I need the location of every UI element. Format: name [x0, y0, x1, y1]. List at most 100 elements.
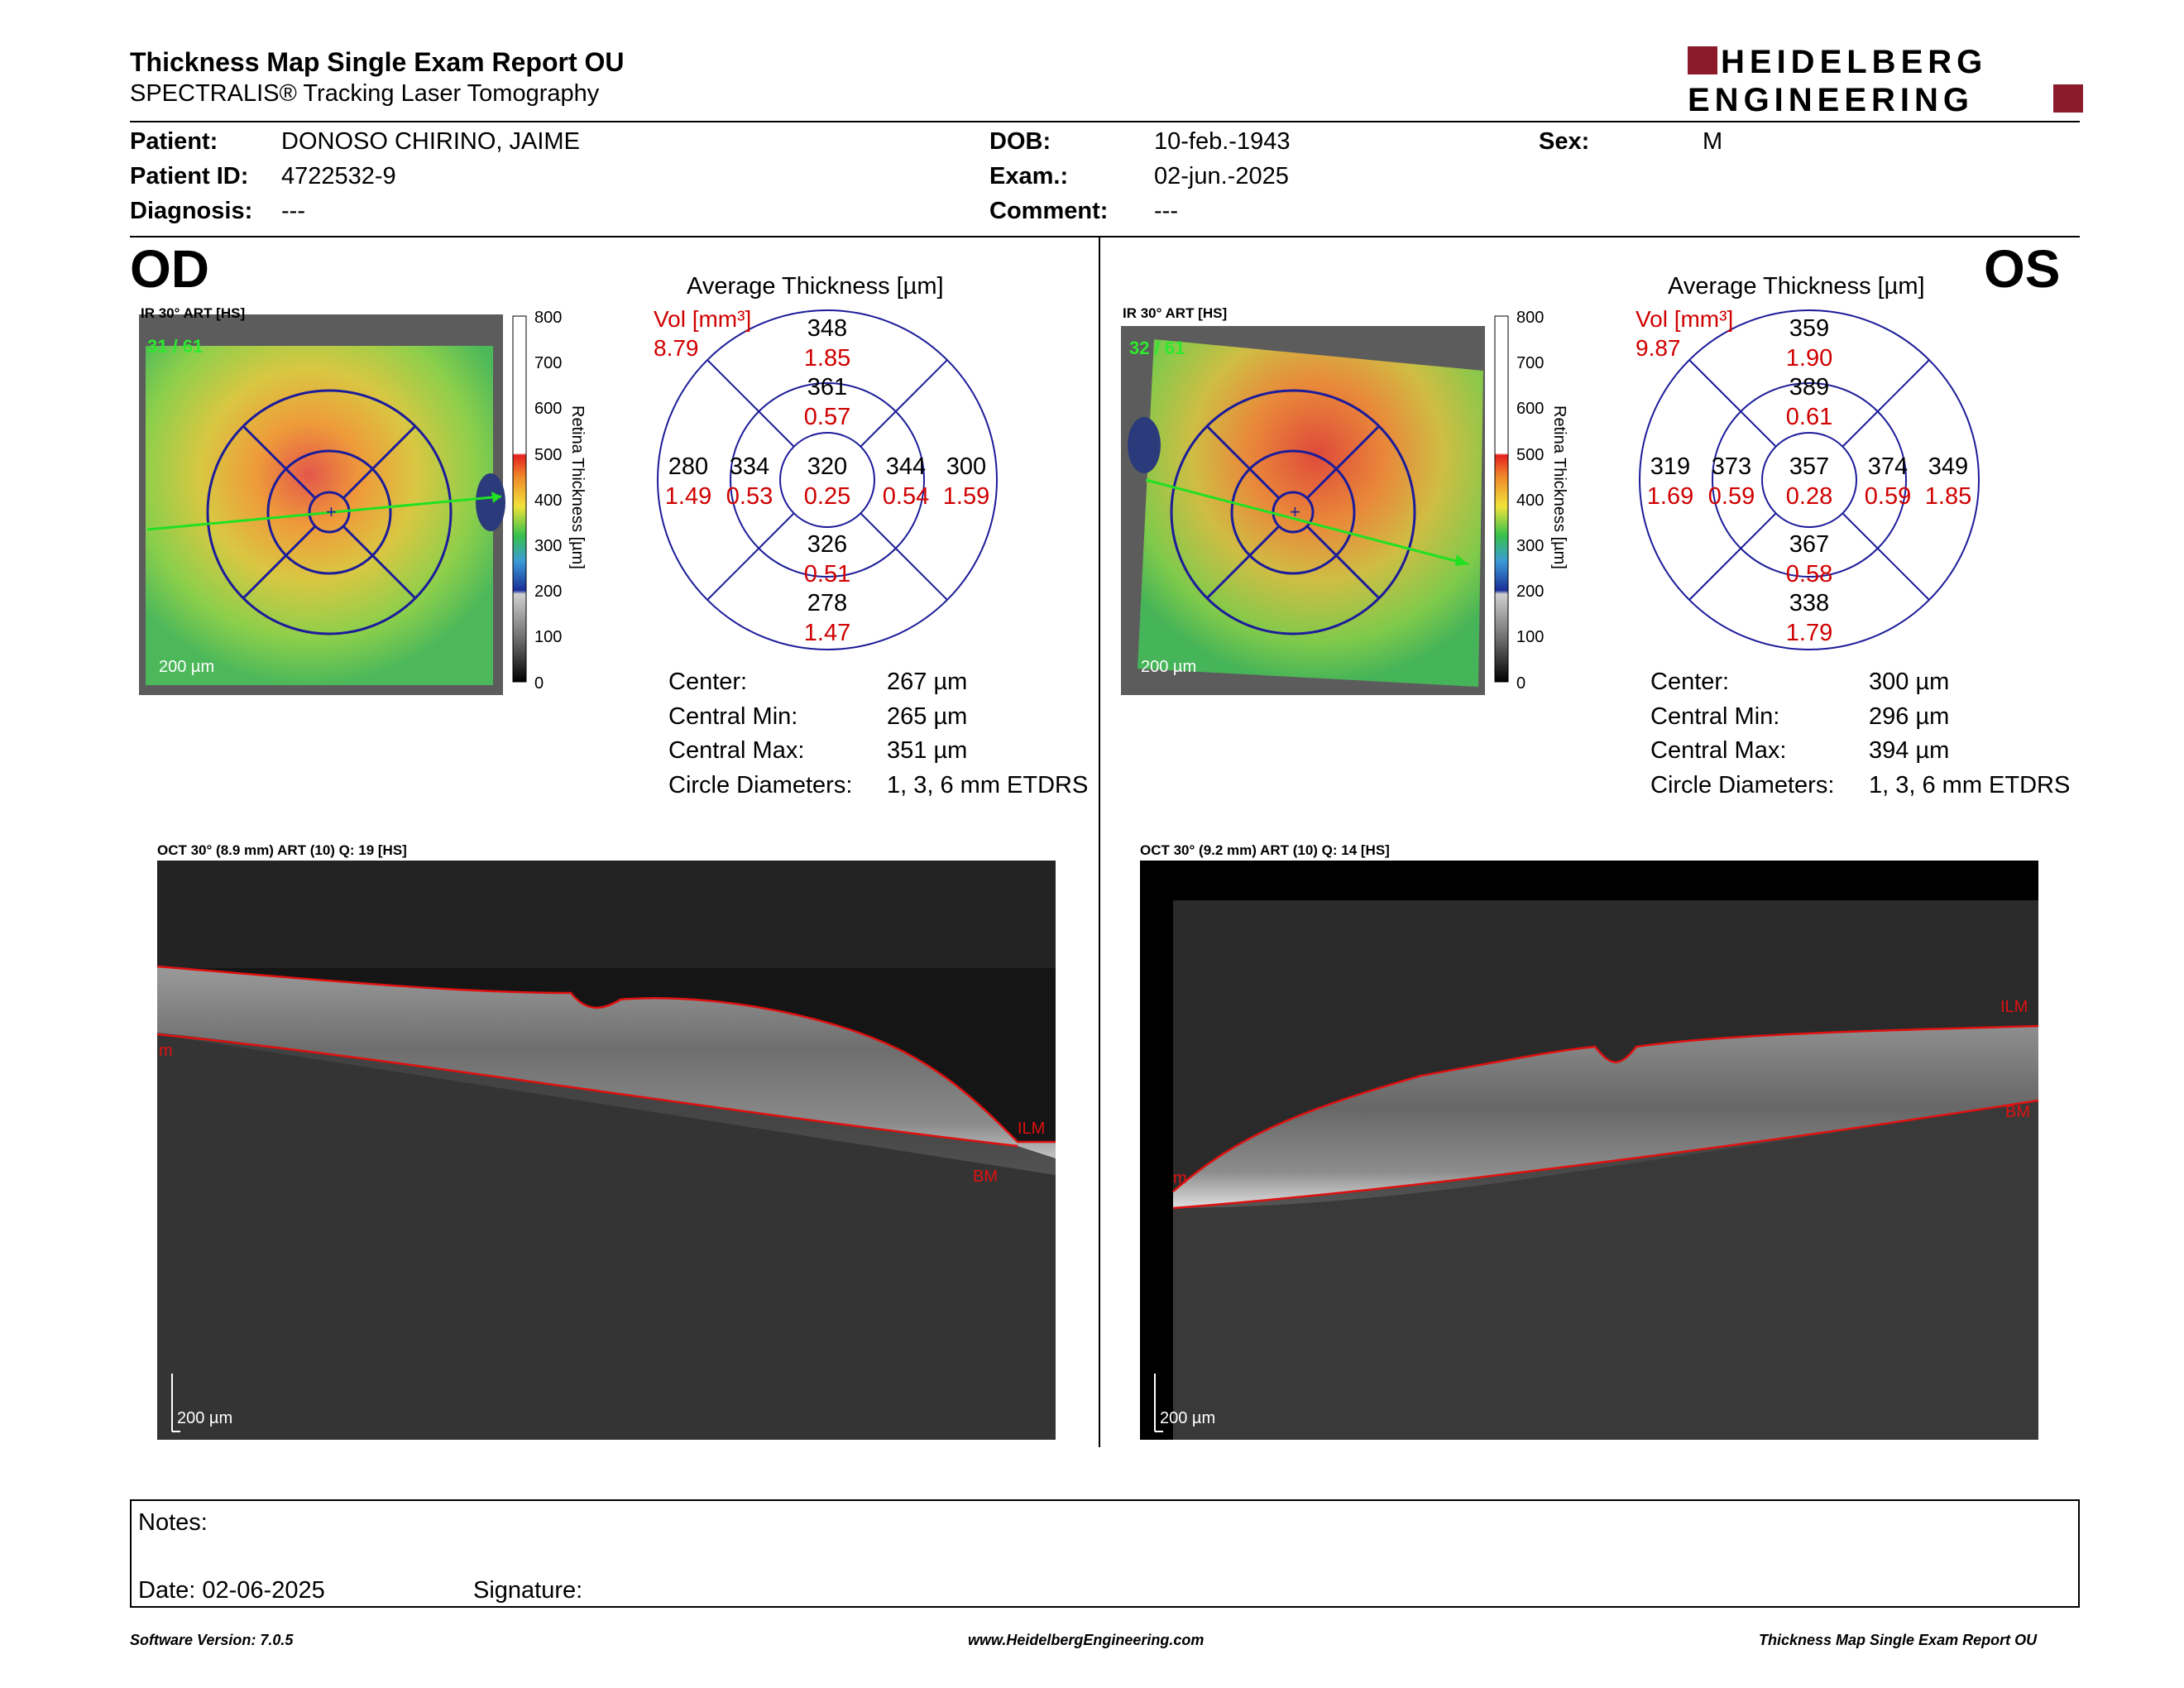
od-center-value: 267 µm — [887, 669, 968, 695]
os-outer-nas-thickness: 349 — [1928, 453, 1968, 480]
od-fundus-panel: IR 30° ART [HS] 31 / 61 + 200 µm 800 700… — [139, 306, 587, 695]
os-inner-inf-volume: 0.58 — [1786, 561, 1832, 587]
os-outer-temp-thickness: 319 — [1650, 453, 1690, 480]
svg-text:200: 200 — [534, 583, 562, 601]
header-rule — [130, 121, 2080, 122]
od-average-thickness-title: Average Thickness [µm] — [687, 273, 944, 300]
os-circle-diameters-value: 1, 3, 6 mm ETDRS — [1869, 772, 2071, 798]
os-inner-nas-volume: 0.59 — [1865, 483, 1911, 510]
svg-text:800: 800 — [534, 309, 562, 327]
od-central-max-label: Central Max: — [668, 737, 805, 764]
od-outer-nas-volume: 1.59 — [943, 483, 989, 510]
od-inner-nas-volume: 0.54 — [883, 483, 929, 510]
od-optic-disc — [476, 473, 505, 531]
svg-text:200: 200 — [1516, 583, 1544, 601]
svg-text:+: + — [326, 501, 337, 522]
svg-text:0: 0 — [1516, 674, 1525, 693]
od-colorbar-label: Retina Thickness [µm] — [568, 405, 587, 569]
od-fundus-scale: 200 µm — [159, 658, 214, 676]
svg-text:600: 600 — [1516, 400, 1544, 418]
os-center-value: 300 µm — [1869, 669, 1950, 695]
notes-box[interactable]: Notes: Date: 02-06-2025 Signature: — [130, 1499, 2080, 1608]
svg-text:700: 700 — [534, 354, 562, 372]
od-inner-inf-volume: 0.51 — [804, 561, 850, 587]
os-fundus-panel: IR 30° ART [HS] 32 / 61 + 200 µm 800 700… — [1121, 306, 1569, 695]
comment-value: --- — [1154, 198, 1178, 224]
od-outer-inf-thickness: 278 — [807, 590, 847, 616]
os-fundus-scale: 200 µm — [1141, 658, 1196, 676]
os-inner-inf-thickness: 367 — [1789, 531, 1829, 558]
od-bm-label: BM — [973, 1168, 998, 1186]
comment-label: Comment: — [989, 198, 1109, 224]
patient-rule — [130, 236, 2080, 237]
os-inner-nas-thickness: 374 — [1868, 453, 1908, 480]
os-etdrs-inner-circle — [1230, 449, 1356, 575]
os-central-min-value: 296 µm — [1869, 703, 1950, 730]
os-colorbar-label: Retina Thickness [µm] — [1550, 405, 1569, 569]
logo-square-bottom — [2053, 84, 2083, 113]
os-colorbar — [1494, 315, 1509, 683]
os-retina-layer — [1173, 1026, 2038, 1208]
os-frame-counter: 32 / 61 — [1129, 338, 1185, 358]
od-layer-m-label: m — [159, 1042, 173, 1060]
svg-text:500: 500 — [534, 446, 562, 464]
svg-text:600: 600 — [534, 400, 562, 418]
signature-label: Signature: — [473, 1577, 583, 1604]
svg-text:800: 800 — [1516, 309, 1544, 327]
os-center-label: Center: — [1650, 669, 1730, 695]
sex-label: Sex: — [1539, 128, 1590, 155]
svg-text:400: 400 — [534, 492, 562, 510]
os-ilm-line — [1172, 1024, 2038, 1192]
od-outer-sup-volume: 1.85 — [804, 345, 850, 372]
eye-divider — [1099, 237, 1100, 1447]
od-central-min-label: Central Min: — [668, 703, 798, 730]
os-inner-temp-thickness: 373 — [1712, 453, 1751, 480]
od-etdrs-grid: 348 1.85 361 0.57 280 1.49 334 0.53 320 … — [657, 309, 998, 650]
od-frame-counter: 31 / 61 — [147, 336, 203, 357]
os-inner-temp-volume: 0.59 — [1708, 483, 1755, 510]
os-oct-scale: 200 µm — [1160, 1409, 1215, 1427]
os-etdrs-outer-circle — [1170, 389, 1416, 635]
os-inner-sup-thickness: 389 — [1789, 374, 1829, 400]
os-bm-label: BM — [2005, 1103, 2030, 1121]
od-bm-line — [157, 1033, 1018, 1148]
os-layer-m-label: m — [1173, 1169, 1187, 1187]
footer-website[interactable]: www.HeidelbergEngineering.com — [968, 1632, 1205, 1648]
od-vol-total: 8.79 — [654, 335, 699, 361]
svg-text:700: 700 — [1516, 354, 1544, 372]
od-etdrs-center-circle — [308, 491, 351, 534]
svg-text:400: 400 — [1516, 492, 1544, 510]
notes-label: Notes: — [138, 1509, 208, 1536]
od-etdrs-inner-circle — [266, 449, 392, 575]
logo-line1: HEIDELBERG — [1721, 44, 1987, 80]
od-ilm-line — [157, 965, 1056, 1144]
diagnosis-value: --- — [281, 198, 305, 224]
patient-value: DONOSO CHIRINO, JAIME — [281, 128, 580, 155]
os-center-thickness: 357 — [1789, 453, 1829, 480]
os-oct-bscan: m ILM BM 200 µm — [1140, 861, 2038, 1440]
od-circle-diameters-value: 1, 3, 6 mm ETDRS — [887, 772, 1089, 798]
od-inner-temp-thickness: 334 — [730, 453, 769, 480]
od-center-label: Center: — [668, 669, 748, 695]
od-center-volume: 0.25 — [804, 483, 850, 510]
od-eye-label: OD — [130, 239, 209, 299]
od-outer-temp-thickness: 280 — [668, 453, 708, 480]
svg-text:300: 300 — [1516, 537, 1544, 555]
od-colorbar — [512, 315, 527, 683]
report-subtitle: SPECTRALIS® Tracking Laser Tomography — [130, 80, 600, 107]
os-vol-total: 9.87 — [1636, 335, 1681, 361]
os-center-volume: 0.28 — [1786, 483, 1832, 510]
os-outer-inf-volume: 1.79 — [1786, 620, 1832, 646]
footer-software-version: Software Version: 7.0.5 — [130, 1632, 294, 1648]
os-etdrs-grid: 359 1.90 389 0.61 319 1.69 373 0.59 357 … — [1639, 309, 1980, 650]
svg-text:0: 0 — [534, 674, 544, 693]
svg-text:100: 100 — [1516, 628, 1544, 646]
os-colorbar-ticks: 800 700 600 500 400 300 200 100 0 — [1516, 309, 1544, 693]
os-outer-temp-volume: 1.69 — [1647, 483, 1693, 510]
od-outer-inf-volume: 1.47 — [804, 620, 850, 646]
od-center-thickness: 320 — [807, 453, 847, 480]
od-colorbar-ticks: 800 700 600 500 400 300 200 100 0 — [534, 309, 562, 693]
os-oct-header: OCT 30° (9.2 mm) ART (10) Q: 14 [HS] — [1140, 842, 1390, 858]
sex-value: M — [1703, 128, 1723, 155]
os-bm-line — [1172, 1099, 2038, 1210]
